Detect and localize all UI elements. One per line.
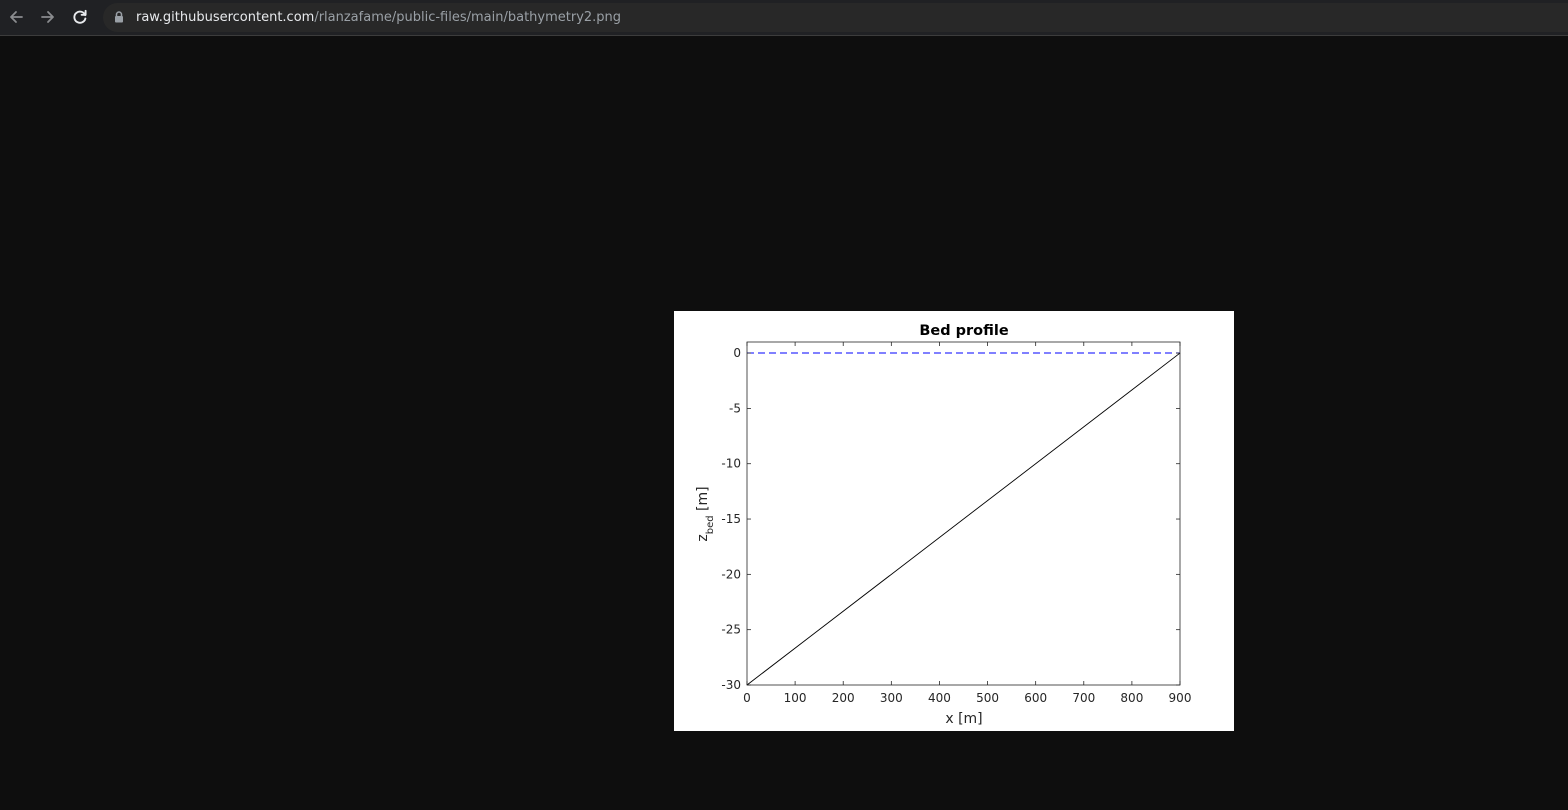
bed-profile-chart: Bed profile 0 100 200 300 400 500 600 700 800 900… [695,323,1191,727]
url-path: /rlanzafame/public-files/main/bathymetry… [314,10,622,25]
x-tick-label: 200 [832,691,855,705]
browser-toolbar: raw.githubusercontent.com/rlanzafame/pub… [0,0,1568,36]
y-axis-label-main: z [695,534,711,541]
x-tick-label: 700 [1072,691,1095,705]
arrow-right-icon [41,11,54,23]
x-tick-label: 400 [928,691,951,705]
y-tick-label: -20 [721,567,741,581]
x-tick-label: 300 [880,691,903,705]
back-button[interactable] [4,5,28,29]
plot-frame [746,341,1181,686]
arrow-left-icon [10,11,23,23]
x-tick-label: 500 [976,691,999,705]
x-axis: 0 100 200 300 400 500 600 700 800 900 [743,342,1191,705]
plot-area [746,341,1181,686]
chart-title: Bed profile [919,323,1009,339]
x-tick-label: 600 [1024,691,1047,705]
y-tick-label: -15 [721,512,741,526]
y-axis-label-subscript: bed [705,515,716,534]
x-tick-label: 0 [743,691,751,705]
reload-button[interactable] [68,5,92,29]
x-axis-label: x [m] [945,711,982,727]
y-tick-label: -30 [721,678,741,692]
y-axis: 0 -5 -10 -15 -20 -25 -30 [721,346,1180,692]
y-tick-label: -25 [721,623,741,637]
url-host: raw.githubusercontent.com [136,10,315,25]
address-bar[interactable]: raw.githubusercontent.com/rlanzafame/pub… [103,3,1568,32]
bed-profile-line [746,352,1181,686]
x-tick-label: 100 [784,691,807,705]
y-tick-label: -10 [721,457,741,471]
url-text[interactable]: raw.githubusercontent.com/rlanzafame/pub… [136,9,621,26]
reload-icon [73,9,87,24]
y-axis-label-unit: [m] [695,486,711,515]
lock-icon[interactable] [114,11,124,23]
y-tick-label: -5 [729,401,741,415]
x-tick-label: 800 [1120,691,1143,705]
y-tick-label: 0 [733,346,741,360]
displayed-image: Bed profile 0 100 200 300 400 500 600 700 800 900… [674,311,1234,731]
x-tick-label: 900 [1169,691,1192,705]
forward-button[interactable] [36,5,60,29]
y-axis-label: zbed [m] [695,486,716,541]
